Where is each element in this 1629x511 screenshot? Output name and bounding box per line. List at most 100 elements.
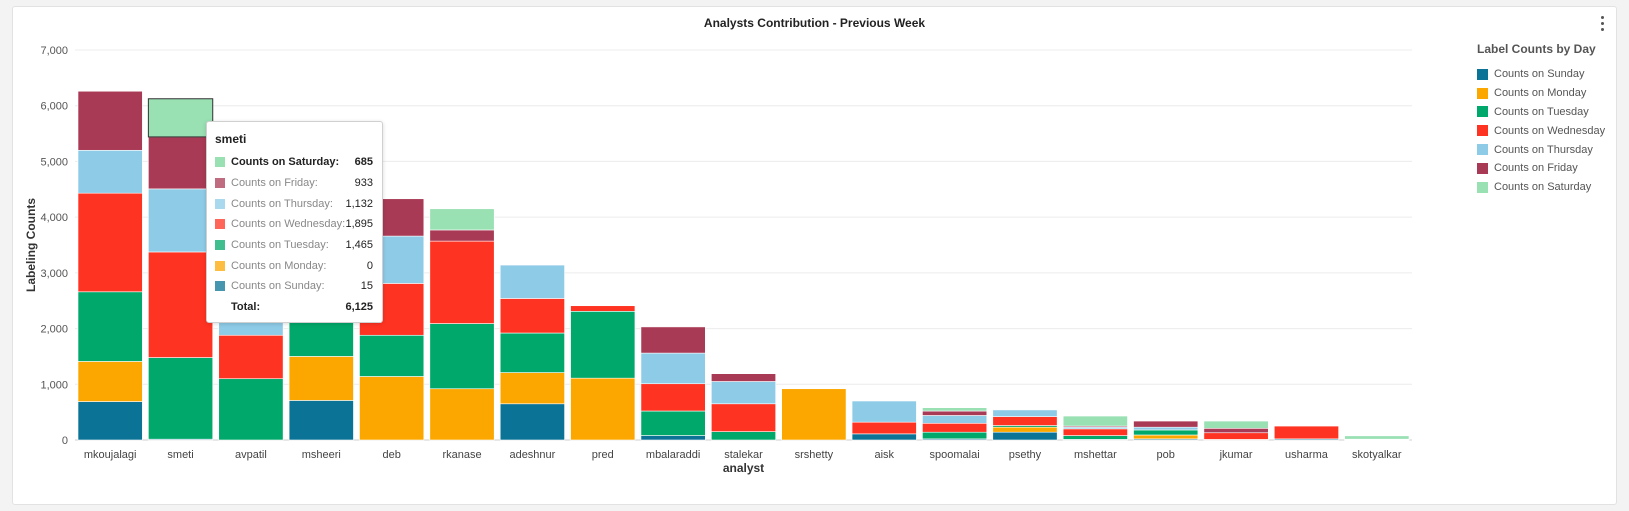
bar-rkanase-counts-on-tuesday[interactable] — [429, 323, 495, 390]
bar-smeti-counts-on-friday[interactable] — [148, 136, 214, 190]
tooltip-row-label: Counts on Friday: — [231, 177, 318, 190]
bar-usharma-counts-on-wednesday[interactable] — [1273, 425, 1339, 440]
bar-rkanase-counts-on-wednesday[interactable] — [429, 240, 495, 324]
legend-swatch — [1477, 144, 1488, 156]
tooltip-row: Counts on Sunday: 15 — [215, 276, 373, 297]
bar-adeshnur-counts-on-thursday[interactable] — [499, 264, 565, 299]
bar-msheeri-counts-on-sunday[interactable] — [288, 400, 354, 441]
bar-pob-counts-on-tuesday[interactable] — [1133, 429, 1199, 436]
tooltip-row: Counts on Friday: 933 — [215, 173, 373, 194]
bar-deb-counts-on-tuesday[interactable] — [359, 334, 425, 377]
bar-avpatil-counts-on-wednesday[interactable] — [218, 334, 284, 380]
legend: Label Counts by Day Counts on Sunday Coun… — [1477, 42, 1627, 197]
y-tick-label: 3,000 — [40, 268, 68, 280]
legend-item[interactable]: Counts on Saturday — [1477, 178, 1627, 197]
bar-pob-counts-on-monday[interactable] — [1133, 434, 1199, 440]
y-tick-label: 1,000 — [40, 379, 68, 391]
bar-stalekar-counts-on-thursday[interactable] — [711, 381, 776, 405]
chart-title: Analysts Contribution - Previous Week — [703, 16, 926, 30]
bar-mshettar-counts-on-wednesday[interactable] — [1062, 428, 1128, 436]
bar-aisk-counts-on-sunday[interactable] — [851, 433, 917, 441]
bar-jkumar-counts-on-saturday[interactable] — [1203, 420, 1269, 429]
bar-spoomalai-counts-on-tuesday[interactable] — [922, 431, 988, 440]
y-tick-label: 6,000 — [40, 101, 68, 113]
bar-psethy-counts-on-thursday[interactable] — [992, 409, 1058, 417]
x-tick-label: jkumar — [1219, 449, 1253, 461]
legend-item[interactable]: Counts on Tuesday — [1477, 103, 1627, 122]
bar-deb-counts-on-monday[interactable] — [359, 376, 425, 441]
tooltip-row-value: 685 — [354, 156, 373, 169]
bar-mkoujalagi-counts-on-wednesday[interactable] — [77, 192, 143, 293]
bar-mshettar-counts-on-saturday[interactable] — [1062, 415, 1128, 427]
bar-mbalaraddi-counts-on-sunday[interactable] — [640, 435, 706, 441]
bar-mkoujalagi-counts-on-thursday[interactable] — [77, 149, 143, 194]
bar-msheeri-counts-on-monday[interactable] — [288, 356, 354, 401]
bar-aisk-counts-on-thursday[interactable] — [851, 400, 917, 423]
bar-adeshnur-counts-on-sunday[interactable] — [499, 403, 565, 441]
bar-adeshnur-counts-on-wednesday[interactable] — [499, 298, 565, 334]
bar-smeti-counts-on-saturday[interactable] — [147, 98, 214, 138]
legend-label: Counts on Sunday — [1494, 68, 1585, 81]
tooltip-total: Total: 6,125 — [215, 297, 373, 317]
bar-spoomalai-counts-on-thursday[interactable] — [922, 415, 988, 424]
bar-stalekar-counts-on-tuesday[interactable] — [711, 431, 776, 441]
bar-psethy-counts-on-sunday[interactable] — [992, 431, 1058, 441]
legend-swatch — [1477, 125, 1488, 137]
bar-pob-counts-on-friday[interactable] — [1133, 420, 1199, 428]
tooltip-row-value: 1,132 — [345, 197, 373, 210]
bar-pred-counts-on-wednesday[interactable] — [570, 305, 636, 312]
bar-jkumar-counts-on-wednesday[interactable] — [1203, 432, 1269, 440]
bar-aisk-counts-on-wednesday[interactable] — [851, 421, 917, 435]
bar-srshetty-counts-on-monday[interactable] — [781, 388, 847, 441]
bar-stalekar-counts-on-wednesday[interactable] — [711, 403, 776, 432]
bar-rkanase-counts-on-saturday[interactable] — [429, 208, 495, 231]
tooltip-row-value: 1,895 — [345, 218, 373, 231]
bar-avpatil-counts-on-tuesday[interactable] — [218, 378, 284, 441]
bar-stalekar-counts-on-friday[interactable] — [711, 373, 776, 382]
bar-psethy-counts-on-monday[interactable] — [992, 426, 1058, 433]
bar-adeshnur-counts-on-monday[interactable] — [499, 372, 565, 405]
legend-label: Counts on Tuesday — [1494, 105, 1589, 118]
x-tick-label: mbalaraddi — [646, 449, 700, 461]
y-tick-label: 4,000 — [40, 212, 68, 224]
bar-pob-counts-on-thursday[interactable] — [1133, 426, 1199, 431]
bar-mshettar-counts-on-tuesday[interactable] — [1062, 435, 1128, 440]
bar-mkoujalagi-counts-on-tuesday[interactable] — [77, 291, 143, 362]
more-options-icon[interactable] — [1599, 16, 1605, 34]
bar-spoomalai-counts-on-friday[interactable] — [922, 410, 988, 416]
legend-label: Counts on Friday — [1494, 162, 1578, 175]
legend-item[interactable]: Counts on Thursday — [1477, 140, 1627, 159]
legend-swatch — [1477, 162, 1488, 174]
bar-mbalaraddi-counts-on-thursday[interactable] — [640, 352, 706, 385]
bar-smeti-counts-on-wednesday[interactable] — [148, 251, 214, 358]
bar-smeti-counts-on-tuesday[interactable] — [148, 357, 214, 440]
tooltip-swatch — [215, 157, 225, 168]
bar-mkoujalagi-counts-on-sunday[interactable] — [77, 401, 143, 441]
bar-pred-counts-on-tuesday[interactable] — [570, 310, 636, 379]
bar-mbalaraddi-counts-on-tuesday[interactable] — [640, 410, 706, 436]
bar-spoomalai-counts-on-wednesday[interactable] — [922, 422, 988, 433]
bar-rkanase-counts-on-monday[interactable] — [429, 388, 495, 441]
bar-adeshnur-counts-on-tuesday[interactable] — [499, 332, 565, 373]
x-tick-label: mshettar — [1074, 449, 1117, 461]
bar-jkumar-counts-on-friday[interactable] — [1203, 427, 1269, 434]
bar-psethy-counts-on-wednesday[interactable] — [992, 416, 1058, 426]
bar-rkanase-counts-on-friday[interactable] — [429, 229, 495, 242]
bar-smeti-counts-on-thursday[interactable] — [148, 188, 214, 253]
bar-mkoujalagi-counts-on-friday[interactable] — [77, 90, 143, 151]
legend-item[interactable]: Counts on Sunday — [1477, 65, 1627, 84]
bar-spoomalai-counts-on-saturday[interactable] — [922, 407, 988, 412]
x-tick-label: skotyalkar — [1352, 449, 1402, 461]
legend-item[interactable]: Counts on Friday — [1477, 159, 1627, 178]
legend-item[interactable]: Counts on Monday — [1477, 84, 1627, 103]
bar-pred-counts-on-monday[interactable] — [570, 377, 636, 441]
tooltip-row-label: Counts on Tuesday: — [231, 239, 329, 252]
tooltip-row-value: 0 — [366, 259, 373, 272]
x-tick-label: psethy — [1009, 449, 1042, 461]
bar-skotyalkar-counts-on-saturday[interactable] — [1344, 435, 1410, 440]
x-tick-label: srshetty — [795, 449, 834, 461]
bar-mbalaraddi-counts-on-friday[interactable] — [640, 326, 706, 354]
bar-mbalaraddi-counts-on-wednesday[interactable] — [640, 383, 706, 412]
bar-mkoujalagi-counts-on-monday[interactable] — [77, 361, 143, 402]
legend-item[interactable]: Counts on Wednesday — [1477, 121, 1627, 140]
